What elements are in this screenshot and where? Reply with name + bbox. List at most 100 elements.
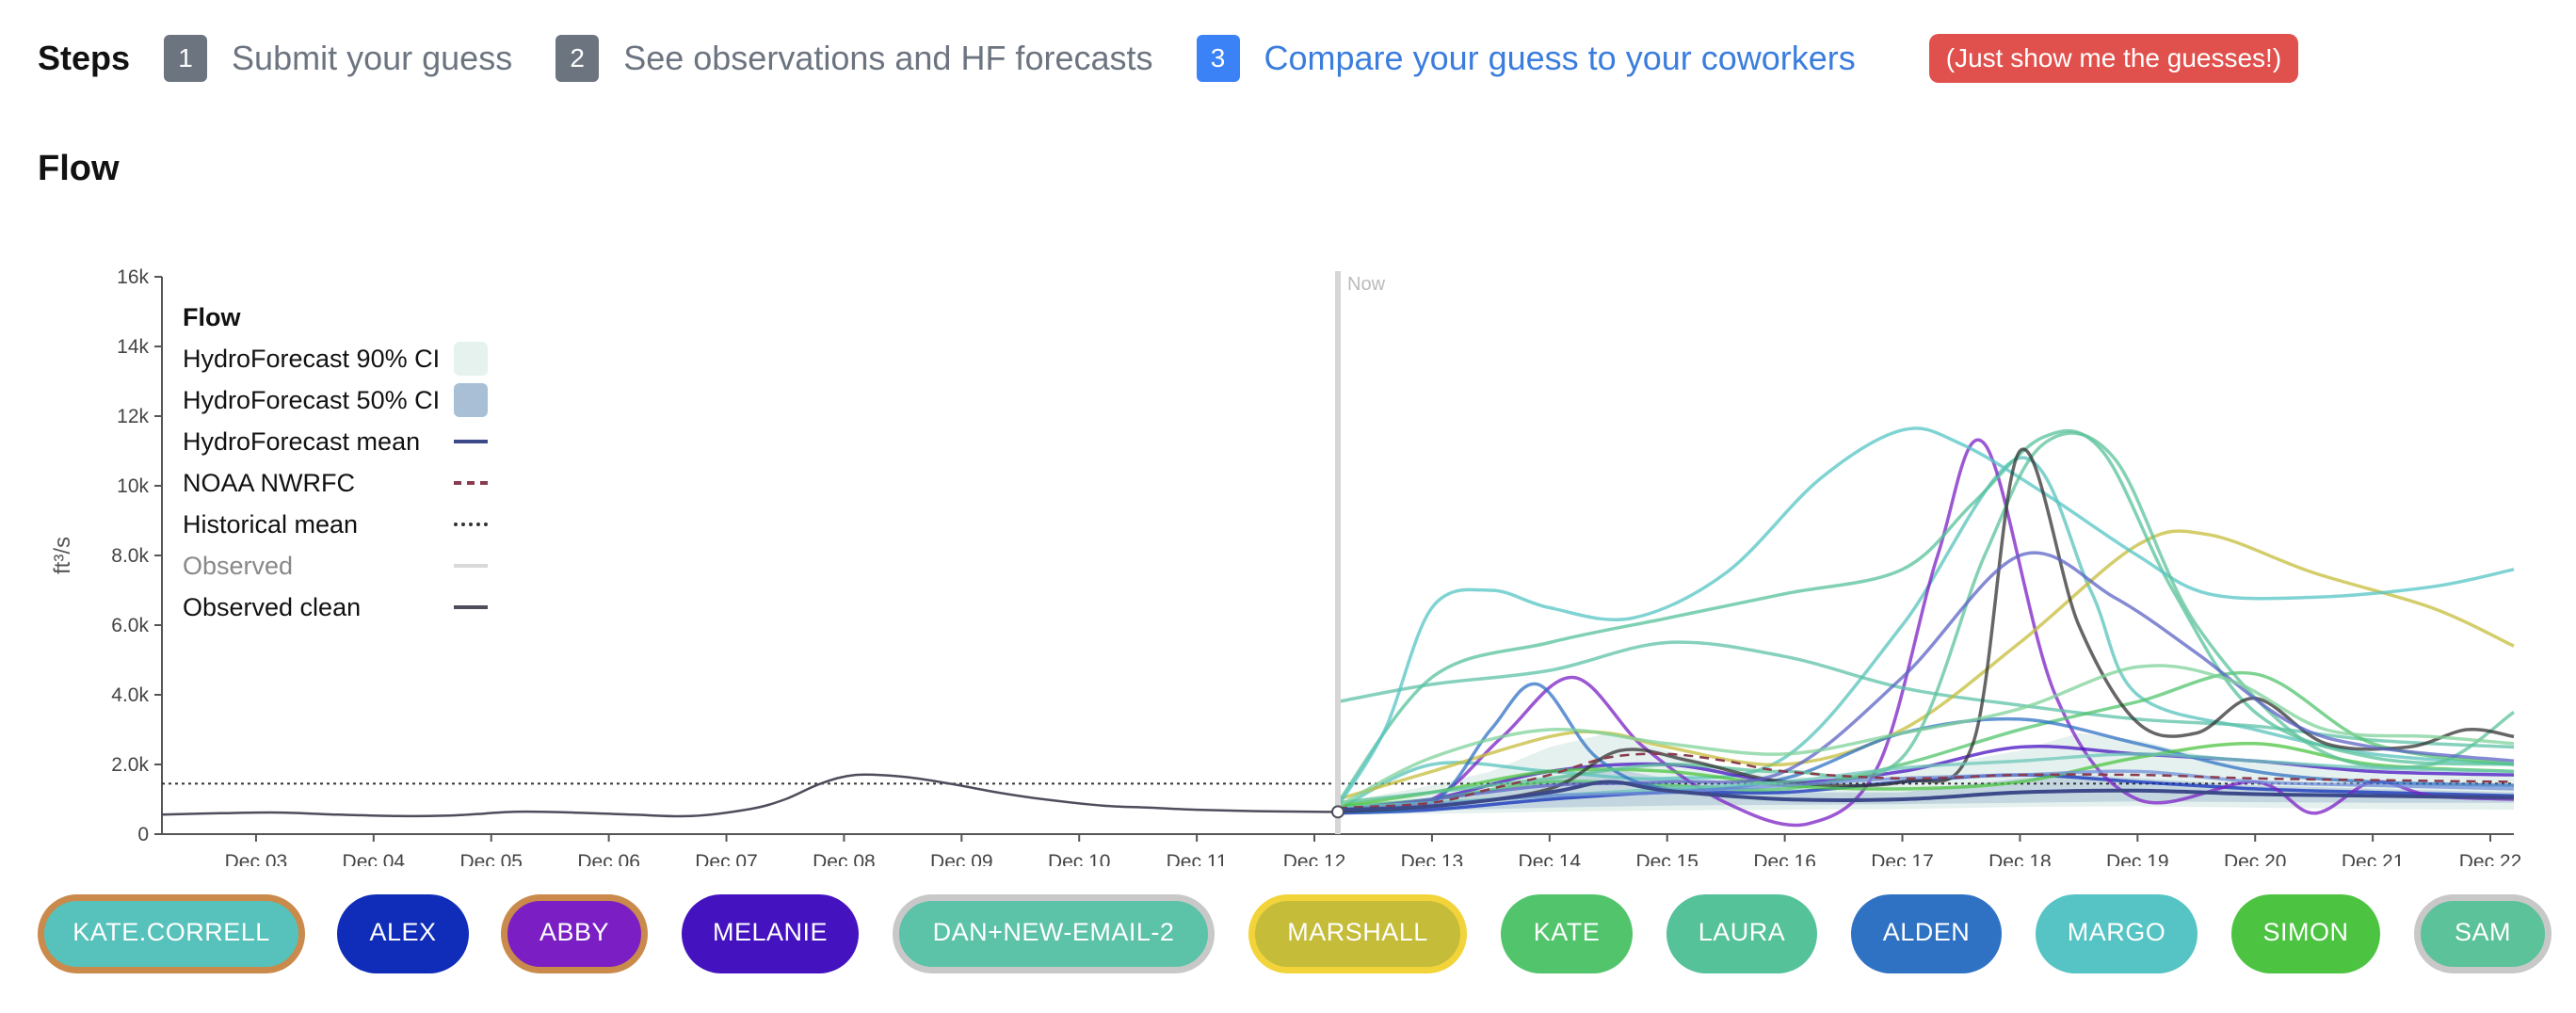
y-tick-label: 14k — [117, 336, 149, 358]
y-tick-label: 8.0k — [111, 545, 149, 567]
guess-line-guess-indigo — [1337, 551, 2515, 812]
x-tick-label: Dec 09 — [930, 851, 993, 866]
guess-line-abby — [1337, 438, 2515, 828]
chip-label: KATE — [1533, 917, 1601, 946]
flow-chart[interactable]: 0 2.0k 4.0k 6.0k 8.0k 10k 12k 14k 16k Dec 03 Dec 0… — [0, 245, 2576, 866]
legend-label: HydroForecast mean — [183, 426, 421, 456]
legend-label: NOAA NWRFC — [183, 468, 356, 497]
chip-label: ALDEN — [1882, 917, 1971, 946]
guess-line-guess-green-mid — [1337, 664, 2515, 808]
chip-label: KATE.CORRELL — [72, 917, 270, 946]
legend-label: HydroForecast 50% CI — [183, 385, 441, 414]
x-tick-label: Dec 19 — [2106, 851, 2169, 866]
observed-clean-line — [161, 773, 1339, 818]
legend-item-hf-90-ci[interactable]: HydroForecast 90% CI — [183, 338, 488, 379]
coworker-chip-kate-correll[interactable]: KATE.CORRELL — [38, 894, 305, 973]
guess-line-laura — [1336, 428, 2515, 804]
legend-item-historical-mean[interactable]: Historical mean — [183, 504, 488, 545]
coworker-chip-alden[interactable]: ALDEN — [1851, 894, 2002, 973]
y-tick-label: 12k — [117, 406, 149, 427]
legend-swatch — [454, 523, 488, 526]
now-label: Now — [1347, 274, 1386, 295]
step-label: See observations and HF forecasts — [623, 39, 1153, 77]
legend-label: Historical mean — [183, 509, 359, 539]
guess-line-alden — [1337, 682, 2515, 813]
coworker-chip-abby[interactable]: ABBY — [501, 894, 648, 973]
show-guesses-button[interactable]: (Just show me the guesses!) — [1928, 34, 2299, 83]
legend-item-noaa-nwrfc[interactable]: NOAA NWRFC — [183, 462, 488, 504]
coworker-chip-sam[interactable]: SAM — [2414, 894, 2552, 973]
y-tick-label: 2.0k — [111, 754, 149, 776]
x-tick-label: Dec 18 — [1988, 851, 2052, 866]
chip-label: ABBY — [539, 917, 610, 946]
legend-title: Flow — [183, 303, 241, 331]
chip-label: MARGO — [2067, 917, 2166, 946]
y-tick-label: 4.0k — [111, 684, 149, 706]
chip-label: MARSHALL — [1287, 917, 1428, 946]
x-tick-label: Dec 17 — [1871, 851, 1934, 866]
x-tick-label: Dec 14 — [1519, 851, 1582, 866]
coworker-chip-simon[interactable]: SIMON — [2231, 894, 2380, 973]
legend-item-hf-mean[interactable]: HydroForecast mean — [183, 421, 488, 462]
legend-label: HydroForecast 90% CI — [183, 344, 441, 373]
chip-label: MELANIE — [712, 917, 829, 946]
x-tick-label: Dec 20 — [2224, 851, 2287, 866]
chip-label: SIMON — [2262, 917, 2349, 946]
legend-swatch — [454, 383, 488, 417]
step-label: Compare your guess to your coworkers — [1264, 39, 1856, 77]
x-tick-label: Dec 08 — [813, 851, 876, 866]
legend-item-observed[interactable]: Observed — [183, 545, 488, 587]
step-compare-coworkers[interactable]: 3 Compare your guess to your coworkers — [1196, 35, 1856, 82]
noaa-nwrfc-line — [1337, 752, 2515, 810]
guess-line-margo — [1336, 426, 2515, 808]
legend-label: Observed clean — [183, 592, 362, 621]
step-label: Submit your guess — [232, 39, 513, 77]
coworker-chip-margo[interactable]: MARGO — [2036, 894, 2198, 973]
steps-title: Steps — [38, 39, 131, 77]
section-title: Flow — [38, 149, 120, 188]
x-tick-label: Dec 03 — [225, 851, 288, 866]
guess-line-kate — [1337, 670, 2515, 809]
step-see-observations[interactable]: 2 See observations and HF forecasts — [555, 35, 1153, 82]
x-tick-label: Dec 21 — [2342, 851, 2405, 866]
chip-label: ALEX — [369, 917, 437, 946]
x-tick-label: Dec 05 — [459, 851, 523, 866]
y-tick-label: 0 — [137, 824, 149, 845]
legend-swatch — [454, 564, 488, 568]
x-tick-label: Dec 07 — [695, 851, 758, 866]
guess-line-simon — [1337, 741, 2515, 809]
chip-label: DAN+NEW-EMAIL-2 — [932, 917, 1175, 946]
steps-bar: Steps 1 Submit your guess 2 See observat… — [38, 28, 2299, 88]
chip-label: SAM — [2454, 917, 2511, 946]
x-tick-label: Dec 11 — [1167, 851, 1228, 866]
legend-swatch — [454, 440, 488, 443]
legend-item-observed-clean[interactable]: Observed clean — [183, 587, 488, 628]
coworker-chip-laura[interactable]: LAURA — [1666, 894, 1817, 973]
coworker-chips: KATE.CORRELL ALEX ABBY MELANIE DAN+NEW-E… — [38, 894, 2561, 973]
y-axis-label: ft³/s — [50, 537, 75, 574]
y-tick-label: 6.0k — [111, 615, 149, 636]
coworker-chip-marshall[interactable]: MARSHALL — [1248, 894, 1467, 973]
guess-line-sam — [1337, 431, 2515, 805]
x-tick-label: Dec 13 — [1401, 851, 1464, 866]
hf-mean-line — [1337, 780, 2515, 812]
x-tick-label: Dec 06 — [577, 851, 640, 866]
x-tick-label: Dec 12 — [1283, 851, 1346, 866]
legend-swatch — [454, 481, 488, 485]
coworker-chip-alex[interactable]: ALEX — [337, 894, 469, 973]
coworker-chip-dan-new-email-2[interactable]: DAN+NEW-EMAIL-2 — [893, 894, 1215, 973]
legend-swatch — [454, 605, 488, 609]
step-submit-guess[interactable]: 1 Submit your guess — [164, 35, 512, 82]
guess-line-dan-new-email-2 — [1337, 640, 2515, 749]
guess-line-marshall — [1337, 529, 2515, 801]
guess-line-guess-black — [1337, 447, 2515, 813]
step-number: 1 — [164, 35, 208, 82]
chip-label: LAURA — [1698, 917, 1786, 946]
legend-item-hf-50-ci[interactable]: HydroForecast 50% CI — [183, 379, 488, 421]
coworker-chip-kate[interactable]: KATE — [1501, 894, 1633, 973]
step-number: 3 — [1196, 35, 1240, 82]
chart-legend: Flow HydroForecast 90% CI HydroForecast … — [166, 294, 505, 641]
y-tick-label: 10k — [117, 475, 149, 497]
legend-swatch — [454, 342, 488, 376]
coworker-chip-melanie[interactable]: MELANIE — [682, 894, 859, 973]
